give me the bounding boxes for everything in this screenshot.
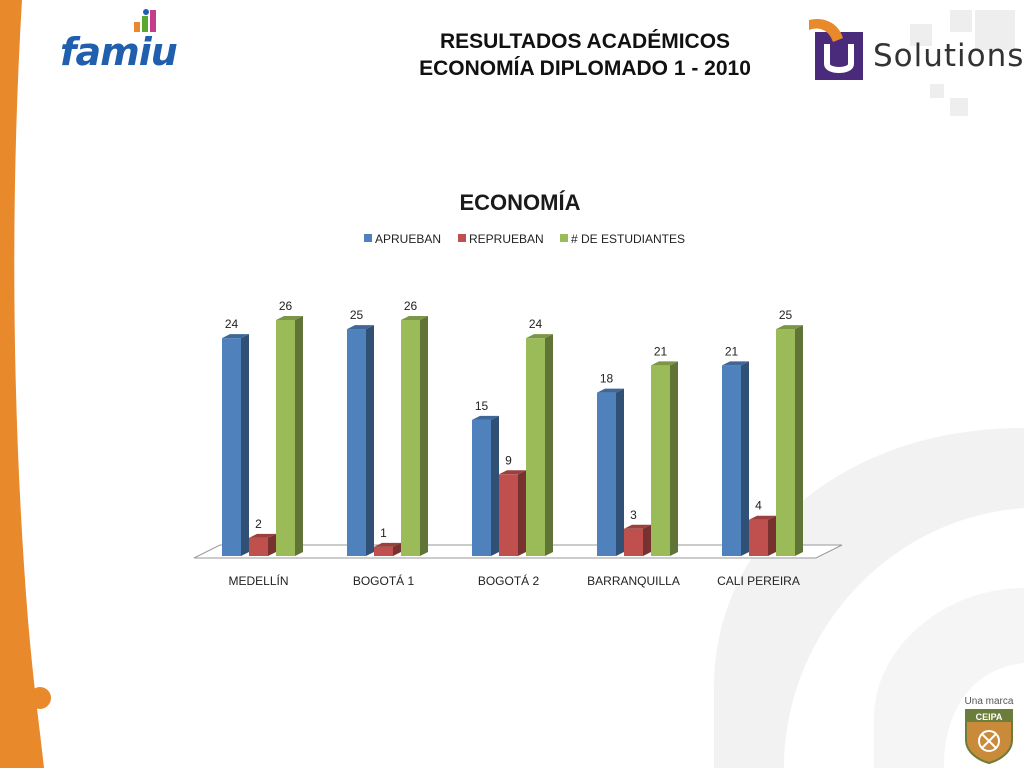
legend-label-de-estudiantes: # DE ESTUDIANTES <box>571 232 685 246</box>
bar-de-estudiantes-cali-pereira <box>776 325 803 556</box>
bar-de-estudiantes-bogota-1 <box>401 316 428 556</box>
data-label-aprueban-cali-pereira: 21 <box>725 344 739 358</box>
u-solutions-logo: Solutions <box>805 10 1023 120</box>
data-label-reprueban-medellin: 2 <box>255 517 262 531</box>
chart-legend: APRUEBAN REPRUEBAN # DE ESTUDIANTES <box>364 232 685 246</box>
x-tick-label-medellin: MEDELLÍN <box>228 573 288 588</box>
bar-aprueban-bogota-1 <box>347 325 374 556</box>
chart-x-axis-labels: MEDELLÍN BOGOTÁ 1 BOGOTÁ 2 BARRANQUILLA CALI… <box>228 573 799 588</box>
u-solutions-logo-text: Solutions <box>873 38 1024 74</box>
legend-label-aprueban: APRUEBAN <box>375 232 441 246</box>
x-tick-label-cali-pereira: CALI PEREIRA <box>717 574 800 588</box>
bar-de-estudiantes-barranquilla <box>651 361 678 556</box>
legend-swatch-reprueban <box>458 234 466 242</box>
chart-data-labels: 24 2 26 25 1 26 15 9 24 18 3 21 21 4 25 <box>225 299 793 540</box>
bar-aprueban-bogota-2 <box>472 415 499 556</box>
famiu-logo: famiu <box>60 8 178 74</box>
ceipa-logo: Una marca CEIPA <box>960 696 1018 764</box>
bar-de-estudiantes-medellin <box>276 316 303 556</box>
data-label-reprueban-bogota-1: 1 <box>380 526 387 540</box>
data-label-reprueban-bogota-2: 9 <box>505 453 512 467</box>
data-label-reprueban-cali-pereira: 4 <box>755 499 762 513</box>
economia-bar-chart: ECONOMÍA APRUEBAN REPRUEBAN # DE ESTUDIANT… <box>193 190 843 588</box>
chart-bars <box>222 316 803 556</box>
ceipa-tagline: Una marca <box>964 696 1014 707</box>
legend-swatch-aprueban <box>364 234 372 242</box>
bar-aprueban-cali-pereira <box>722 361 749 556</box>
bar-aprueban-medellin <box>222 334 249 556</box>
ceipa-seal-text: CEIPA <box>976 712 1003 722</box>
bar-reprueban-barranquilla <box>624 524 651 556</box>
legend-swatch-de-estudiantes <box>560 234 568 242</box>
data-label-de-estudiantes-bogota-2: 24 <box>529 317 543 331</box>
data-label-aprueban-bogota-2: 15 <box>475 399 489 413</box>
data-label-de-estudiantes-medellin: 26 <box>279 299 293 313</box>
page-title-line-2: ECONOMÍA DIPLOMADO 1 - 2010 <box>419 57 751 80</box>
data-label-de-estudiantes-cali-pereira: 25 <box>779 308 793 322</box>
data-label-de-estudiantes-bogota-1: 26 <box>404 299 418 313</box>
bar-reprueban-bogota-1 <box>374 542 401 556</box>
page-title: RESULTADOS ACADÉMICOS ECONOMÍA DIPLOMADO… <box>370 28 800 82</box>
data-label-aprueban-medellin: 24 <box>225 317 239 331</box>
famiu-logo-text: famiu <box>60 30 178 74</box>
x-tick-label-bogota-2: BOGOTÁ 2 <box>478 573 540 588</box>
bar-reprueban-cali-pereira <box>749 515 776 556</box>
bar-reprueban-bogota-2 <box>499 470 526 556</box>
x-tick-label-barranquilla: BARRANQUILLA <box>587 574 680 588</box>
orange-swoosh-decoration <box>0 0 51 768</box>
data-label-reprueban-barranquilla: 3 <box>630 508 637 522</box>
legend-label-reprueban: REPRUEBAN <box>469 232 544 246</box>
data-label-de-estudiantes-barranquilla: 21 <box>654 344 668 358</box>
x-tick-label-bogota-1: BOGOTÁ 1 <box>353 573 415 588</box>
page-title-line-1: RESULTADOS ACADÉMICOS <box>439 30 731 53</box>
data-label-aprueban-barranquilla: 18 <box>600 372 614 386</box>
data-label-aprueban-bogota-1: 25 <box>350 308 364 322</box>
bar-reprueban-medellin <box>249 533 276 556</box>
bar-aprueban-barranquilla <box>597 388 624 556</box>
bar-de-estudiantes-bogota-2 <box>526 334 553 556</box>
chart-title: ECONOMÍA <box>460 190 581 215</box>
